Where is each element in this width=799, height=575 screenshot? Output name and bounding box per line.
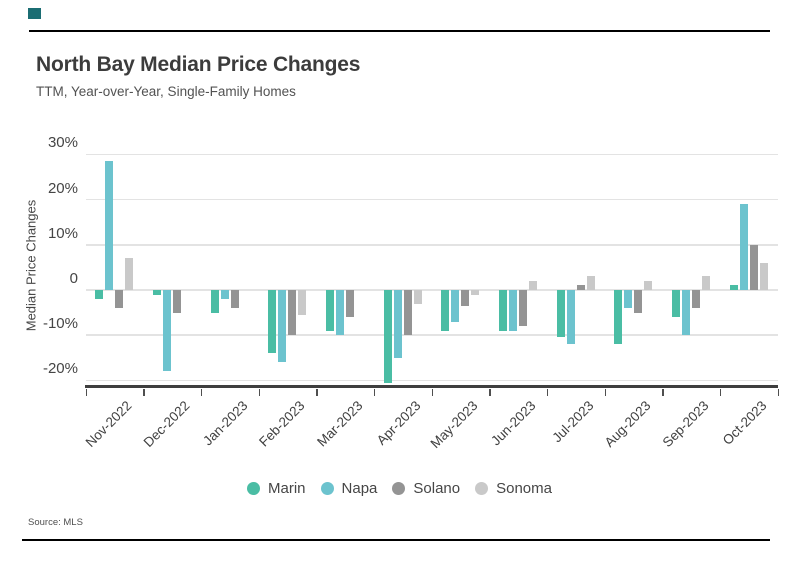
legend-dot-sonoma bbox=[475, 482, 489, 495]
bar-napa-aug-2023 bbox=[624, 290, 633, 309]
y-gridline bbox=[85, 153, 778, 156]
legend-dot-napa bbox=[320, 482, 334, 495]
bar-napa-jan-2023 bbox=[220, 290, 229, 300]
x-axis-tick bbox=[258, 388, 260, 396]
bar-sonoma-sep-2023 bbox=[702, 276, 711, 290]
bar-marin-apr-2023 bbox=[383, 290, 392, 383]
bar-marin-oct-2023 bbox=[729, 285, 738, 290]
bar-sonoma-oct-2023 bbox=[759, 262, 768, 290]
y-gridline bbox=[85, 379, 778, 382]
bar-napa-sep-2023 bbox=[682, 290, 691, 336]
bar-sonoma-may-2023 bbox=[471, 290, 480, 295]
bar-marin-sep-2023 bbox=[672, 290, 681, 318]
bar-sonoma-aug-2023 bbox=[644, 280, 653, 290]
bar-marin-jul-2023 bbox=[556, 290, 565, 338]
bar-marin-jun-2023 bbox=[499, 290, 508, 331]
bar-marin-jan-2023 bbox=[210, 290, 219, 313]
bar-napa-dec-2022 bbox=[163, 290, 171, 372]
y-gridline bbox=[85, 289, 778, 291]
bar-solano-jun-2023 bbox=[519, 290, 528, 327]
bar-marin-dec-2022 bbox=[153, 290, 161, 295]
bar-napa-feb-2023 bbox=[278, 290, 287, 363]
bar-solano-apr-2023 bbox=[403, 290, 412, 336]
bar-napa-mar-2023 bbox=[336, 290, 344, 336]
bar-solano-sep-2023 bbox=[692, 290, 701, 309]
x-axis-tick bbox=[662, 388, 664, 396]
bar-solano-oct-2023 bbox=[749, 244, 758, 290]
chart-title: North Bay Median Price Changes bbox=[36, 53, 361, 76]
source-note: Source: MLS bbox=[28, 517, 83, 528]
legend-item-sonoma: Sonoma bbox=[475, 480, 552, 497]
legend-item-marin: Marin bbox=[247, 480, 306, 497]
x-axis-tick bbox=[200, 388, 203, 396]
x-axis-line bbox=[85, 384, 778, 388]
bar-sonoma-nov-2022 bbox=[125, 258, 134, 290]
x-axis-tick bbox=[719, 388, 722, 396]
bar-solano-jul-2023 bbox=[576, 285, 585, 290]
bar-solano-mar-2023 bbox=[346, 290, 354, 318]
x-axis-tick bbox=[489, 388, 491, 396]
bar-sonoma-feb-2023 bbox=[298, 290, 307, 315]
chart-legend: Marin Napa Solano Sonoma bbox=[0, 480, 799, 497]
x-axis-tick bbox=[546, 388, 549, 396]
bar-marin-nov-2022 bbox=[95, 290, 104, 300]
bar-napa-oct-2023 bbox=[739, 204, 748, 290]
legend-label: Marin bbox=[268, 480, 306, 497]
bar-marin-feb-2023 bbox=[268, 290, 277, 354]
chart-subtitle: TTM, Year-over-Year, Single-Family Homes bbox=[36, 84, 296, 99]
bar-marin-may-2023 bbox=[441, 290, 450, 331]
bar-napa-apr-2023 bbox=[393, 290, 402, 358]
y-tick-label: 20% bbox=[47, 179, 78, 197]
legend-label: Sonoma bbox=[496, 480, 552, 497]
brand-logo bbox=[28, 8, 41, 19]
y-tick-label: -10% bbox=[42, 315, 78, 333]
bar-sonoma-apr-2023 bbox=[413, 290, 422, 304]
bar-napa-jul-2023 bbox=[566, 290, 575, 345]
x-axis-tick bbox=[316, 388, 318, 396]
bar-sonoma-jun-2023 bbox=[529, 280, 538, 290]
x-axis-tick bbox=[604, 388, 607, 396]
top-divider bbox=[29, 30, 770, 32]
y-tick-label: 30% bbox=[47, 134, 78, 152]
x-axis-tick bbox=[143, 388, 145, 396]
x-axis-tick bbox=[85, 388, 87, 396]
bar-solano-dec-2022 bbox=[173, 290, 181, 313]
x-axis-tick bbox=[431, 388, 434, 396]
bar-napa-may-2023 bbox=[451, 290, 460, 322]
bar-napa-jun-2023 bbox=[509, 290, 518, 331]
x-axis-tick bbox=[777, 388, 780, 396]
bar-solano-jan-2023 bbox=[230, 290, 239, 309]
y-tick-label: -20% bbox=[42, 360, 78, 378]
bar-solano-feb-2023 bbox=[288, 290, 297, 336]
y-gridline bbox=[85, 334, 778, 336]
legend-dot-marin bbox=[247, 482, 261, 495]
legend-label: Napa bbox=[341, 480, 378, 497]
y-gridline bbox=[85, 244, 778, 246]
bottom-divider bbox=[22, 539, 770, 541]
legend-label: Solano bbox=[413, 480, 461, 497]
legend-item-solano: Solano bbox=[392, 480, 460, 497]
y-tick-label: 10% bbox=[47, 224, 78, 242]
bar-marin-mar-2023 bbox=[326, 290, 334, 331]
bar-solano-nov-2022 bbox=[115, 290, 124, 309]
bar-napa-nov-2022 bbox=[105, 161, 114, 290]
legend-item-napa: Napa bbox=[320, 480, 378, 497]
y-tick-label: 0 bbox=[69, 270, 78, 287]
legend-dot-solano bbox=[392, 482, 406, 495]
bar-solano-aug-2023 bbox=[634, 290, 643, 313]
bar-sonoma-jul-2023 bbox=[586, 276, 595, 290]
x-axis-tick bbox=[373, 388, 376, 396]
y-gridline bbox=[85, 198, 778, 201]
bar-solano-may-2023 bbox=[461, 290, 470, 306]
bar-marin-aug-2023 bbox=[614, 290, 623, 345]
